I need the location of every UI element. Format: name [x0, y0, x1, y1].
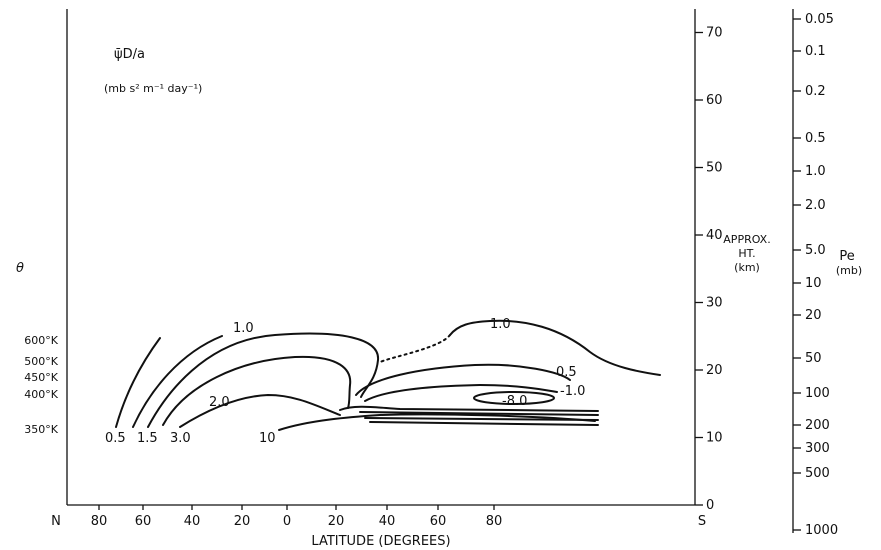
pressure-tick-label: 50	[805, 351, 822, 366]
pressure-tick-label: 0.2	[805, 84, 826, 99]
pressure-tick-label: 5.0	[805, 243, 826, 258]
contour-1.5	[147, 332, 380, 428]
pressure-tick-label: 1.0	[805, 164, 826, 179]
pressure-tick-label: 10	[805, 276, 822, 291]
pressure-tick-label: 100	[805, 386, 830, 401]
x-tick-label: 20	[328, 514, 345, 529]
label-contour-1.5: 1.5	[137, 431, 158, 446]
x-end-label-south: S	[698, 514, 706, 529]
pressure-tick-label: 300	[805, 441, 830, 456]
theta-tick-label: 450°K	[24, 371, 58, 384]
height-tick-label: 0	[706, 498, 714, 513]
label-contour-0.5-south: 0.5	[556, 365, 577, 380]
x-tick-label: 60	[430, 514, 447, 529]
x-tick-label: 60	[135, 514, 152, 529]
pressure-tick-label: 1000	[805, 523, 838, 538]
contour-0.5-south	[355, 363, 571, 396]
contour-0.5	[115, 337, 161, 428]
pressure-tick-label: 0.1	[805, 44, 826, 59]
pressure-tick-label: 200	[805, 418, 830, 433]
x-tick-label: 40	[184, 514, 201, 529]
theta-tick-label: 500°K	[24, 355, 58, 368]
contour-1.0-south-dotted	[379, 334, 451, 363]
height-axis-label-line-2: HT.	[738, 247, 755, 260]
x-tick-label: 80	[91, 514, 108, 529]
height-tick-label: 20	[706, 363, 723, 378]
x-axis-label: LATITUDE (DEGREES)	[311, 534, 450, 549]
pressure-tick-label: 500	[805, 466, 830, 481]
chart-units: (mb s² m⁻¹ day⁻¹)	[104, 82, 202, 95]
pressure-tick-label: 0.5	[805, 131, 826, 146]
x-axis-ticks: 80 60 40 20 0 20 40 60 80	[91, 505, 503, 529]
pressure-axis-ticks: 0.05 0.1 0.2 0.5 1.0 2.0 5.0 10 20 50 100 200 300 500…	[793, 12, 838, 538]
label-contour-neg-1.0: -1.0	[560, 384, 585, 399]
contour-1.0-north	[132, 335, 223, 428]
label-contour-1.0-north: 1.0	[233, 321, 254, 336]
height-axis-label-line-1: APPROX.	[723, 233, 770, 246]
theta-axis-label: θ	[16, 261, 24, 276]
theta-tick-label: 600°K	[24, 334, 58, 347]
contour-core-2	[359, 411, 599, 416]
contour-1.0-south-solid	[449, 319, 661, 376]
x-end-label-north: N	[51, 514, 61, 529]
label-contour-0.5: 0.5	[105, 431, 126, 446]
x-tick-label: 20	[234, 514, 251, 529]
height-axis-label-line-3: (km)	[734, 261, 760, 274]
contour-neg-1.0	[364, 384, 558, 402]
height-tick-label: 10	[706, 431, 723, 446]
theta-tick-label: 400°K	[24, 388, 58, 401]
contour-neg-8.0	[473, 391, 555, 405]
height-tick-label: 40	[706, 228, 723, 243]
label-contour-neg-8.0: -8.0	[502, 394, 527, 409]
x-tick-label: 40	[379, 514, 396, 529]
label-contour-1.0-south: 1.0	[490, 317, 511, 332]
label-contour-3.0: 3.0	[170, 431, 191, 446]
contour-core-1	[339, 405, 599, 412]
height-axis-ticks: 0 10 20 30 40 50 60 70	[695, 26, 723, 513]
pressure-tick-label: 20	[805, 308, 822, 323]
pressure-tick-label: 2.0	[805, 198, 826, 213]
height-tick-label: 30	[706, 296, 723, 311]
contour-core-4	[369, 421, 599, 426]
x-tick-label: 0	[283, 514, 291, 529]
contour-core-3	[364, 417, 599, 421]
chart-title: ψ̄D/a	[114, 47, 145, 62]
theta-axis-ticks: 600°K 500°K 450°K 400°K 350°K	[24, 334, 58, 436]
label-contour-10: 10	[259, 431, 276, 446]
pressure-tick-label: 0.05	[805, 12, 834, 27]
height-tick-label: 70	[706, 26, 723, 41]
pressure-axis-unit: (mb)	[836, 264, 862, 277]
label-contour-2.0: 2.0	[209, 395, 230, 410]
contour-2.0	[162, 355, 352, 426]
theta-tick-label: 350°K	[24, 423, 58, 436]
height-tick-label: 50	[706, 161, 723, 176]
contour-3.0	[179, 394, 341, 428]
height-tick-label: 60	[706, 93, 723, 108]
pressure-axis-label: Pe	[839, 249, 854, 264]
contour-10	[278, 413, 596, 431]
x-tick-label: 80	[486, 514, 503, 529]
